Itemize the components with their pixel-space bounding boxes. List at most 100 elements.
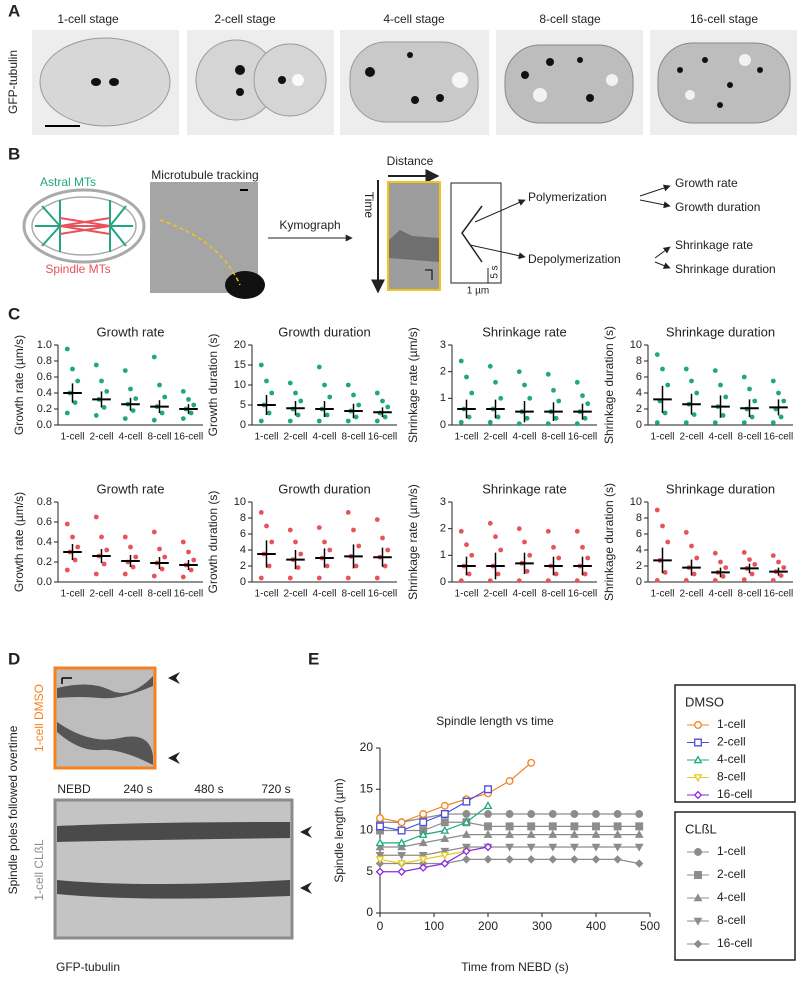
data-marker xyxy=(634,859,644,868)
chart-title: Spindle length vs time xyxy=(436,714,554,728)
time-label: 480 s xyxy=(194,782,223,796)
data-point xyxy=(749,571,755,577)
data-point xyxy=(527,552,533,558)
x-tick-label: 4-cell xyxy=(119,432,143,443)
data-point xyxy=(122,571,128,577)
x-tick-label: 500 xyxy=(640,919,660,933)
data-point xyxy=(64,346,70,352)
arrow xyxy=(639,184,671,197)
data-point xyxy=(269,390,275,396)
data-marker xyxy=(375,842,385,851)
x-tick-label: 8-cell xyxy=(342,432,366,443)
data-point xyxy=(72,400,78,405)
data-point xyxy=(493,379,498,385)
y-axis-label: Shrinkage duration (s) xyxy=(602,326,616,444)
data-marker xyxy=(505,843,515,852)
y-axis-label: Shrinkage rate (µm/s) xyxy=(406,327,420,443)
data-point xyxy=(654,507,660,513)
data-marker xyxy=(419,818,428,827)
data-point xyxy=(374,575,380,581)
y-axis-label: Growth duration (s) xyxy=(206,334,220,437)
data-point xyxy=(345,575,351,581)
data-point xyxy=(380,398,385,404)
data-point xyxy=(128,386,133,392)
data-point xyxy=(694,390,700,396)
y-tick-label: 1 xyxy=(440,392,446,404)
data-point xyxy=(264,523,269,529)
data-point xyxy=(524,415,530,421)
chart-title: Shrinkage duration xyxy=(666,481,775,496)
data-point xyxy=(712,420,718,425)
data-point xyxy=(258,575,264,581)
x-tick-label: 4-cell xyxy=(119,589,143,600)
x-tick-label: 4-cell xyxy=(709,432,733,443)
data-point xyxy=(458,419,464,425)
data-marker xyxy=(613,822,622,831)
legend-label: 2-cell xyxy=(717,867,746,881)
x-tick-label: 400 xyxy=(586,919,606,933)
data-point xyxy=(741,420,747,425)
data-point xyxy=(770,578,776,583)
data-point xyxy=(188,410,194,416)
legend-label: 8-cell xyxy=(717,770,746,784)
x-tick-label: 16-cell xyxy=(568,589,597,600)
data-point xyxy=(776,390,781,396)
data-point xyxy=(327,394,333,400)
data-point xyxy=(151,354,157,360)
label: Microtubule tracking xyxy=(151,168,258,182)
data-point xyxy=(487,520,493,526)
y-tick-label: 10 xyxy=(234,496,246,508)
data-point xyxy=(522,382,527,388)
data-marker xyxy=(440,818,449,827)
label: Kymograph xyxy=(279,218,340,232)
data-point xyxy=(157,382,162,388)
kymograph-image xyxy=(387,181,441,291)
data-point xyxy=(180,389,186,394)
chart-title: Shrinkage rate xyxy=(482,481,567,496)
data-point xyxy=(128,544,133,550)
y-tick-label: 2 xyxy=(636,560,642,572)
y-tick-label: 8 xyxy=(636,512,642,524)
data-point xyxy=(159,566,165,572)
data-point xyxy=(770,378,776,384)
data-point xyxy=(130,408,136,413)
data-point xyxy=(723,394,729,400)
x-tick-label: 2-cell xyxy=(90,589,114,600)
data-marker xyxy=(592,822,600,831)
data-point xyxy=(654,420,660,425)
data-point xyxy=(162,394,168,400)
data-point xyxy=(316,364,322,370)
data-point xyxy=(295,565,301,570)
data-marker xyxy=(418,856,428,865)
data-point xyxy=(295,412,301,418)
data-marker xyxy=(569,843,579,852)
data-point xyxy=(551,544,556,550)
x-tick-label: 16-cell xyxy=(174,589,203,600)
data-marker xyxy=(527,822,536,831)
label: 1 µm xyxy=(467,286,489,297)
data-point xyxy=(130,564,136,570)
data-point xyxy=(385,404,391,410)
series-line xyxy=(380,805,489,844)
data-point xyxy=(266,563,272,569)
data-marker xyxy=(548,829,558,838)
x-tick-label: 8-cell xyxy=(342,589,366,600)
data-point xyxy=(264,378,269,384)
data-point xyxy=(720,413,726,418)
data-point xyxy=(72,557,78,563)
legend-box xyxy=(674,684,796,803)
stage-title: 16-cell stage xyxy=(690,12,758,26)
stage-title: 8-cell stage xyxy=(539,12,601,26)
legend-marker xyxy=(693,774,703,783)
data-marker xyxy=(440,859,450,868)
label: Growth rate xyxy=(675,176,738,190)
data-point xyxy=(747,386,752,392)
data-point xyxy=(151,573,157,579)
data-marker xyxy=(418,863,428,872)
y-tick-label: 6 xyxy=(636,371,642,383)
data-marker xyxy=(527,810,536,818)
y-tick-label: 0 xyxy=(440,576,446,588)
y-tick-label: 20 xyxy=(234,339,246,351)
label: Astral MTs xyxy=(40,175,96,189)
x-tick-label: 1-cell xyxy=(455,432,479,443)
